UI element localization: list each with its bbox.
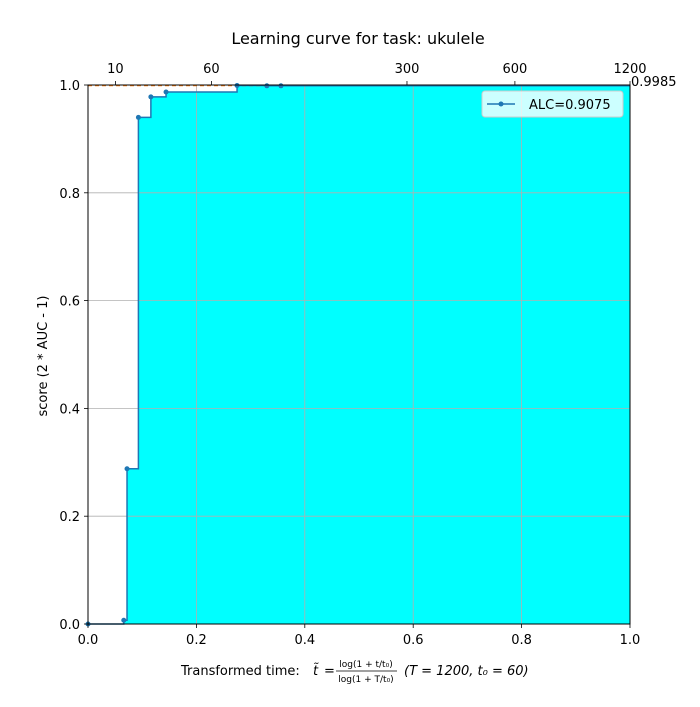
- data-point: [135, 114, 141, 120]
- y-axis: 0.0 0.2 0.4 0.6 0.8 1.0: [59, 79, 88, 633]
- data-point: [234, 83, 240, 89]
- y-tick-label: 0.4: [59, 402, 80, 417]
- legend-marker: [498, 101, 504, 107]
- data-point: [264, 83, 270, 89]
- data-point: [121, 617, 127, 623]
- y-tick-label: 1.0: [59, 79, 80, 94]
- legend-box: [481, 90, 624, 118]
- x-tick-label: 0.0: [78, 633, 99, 648]
- y-tick-label: 0.6: [59, 295, 80, 310]
- top-tick-label: 10: [107, 62, 124, 77]
- x-axis-label-params: (T = 1200, t₀ = 60): [404, 664, 529, 679]
- x-tick-label: 0.6: [403, 633, 424, 648]
- y-tick-label: 0.8: [59, 187, 80, 202]
- data-point: [278, 83, 284, 89]
- x-tick-label: 1.0: [620, 633, 641, 648]
- y-axis-label: score (2 * AUC - 1): [36, 296, 51, 417]
- x-tick-label: 0.2: [186, 633, 207, 648]
- x-axis-label: Transformed time: t̃ = log(1 + t/t₀) log…: [180, 660, 529, 685]
- x-axis-label-prefix: Transformed time:: [180, 664, 300, 679]
- plot-area: [88, 85, 630, 625]
- data-point: [163, 89, 169, 95]
- legend: ALC=0.9075: [481, 90, 624, 118]
- top-tick-label: 600: [502, 62, 527, 77]
- data-point: [148, 94, 154, 100]
- legend-label: ALC=0.9075: [529, 98, 611, 113]
- x-axis: 0.0 0.2 0.4 0.6 0.8 1.0: [78, 624, 641, 648]
- x-tick-label: 0.4: [294, 633, 315, 648]
- x-axis-label-equals: =: [324, 664, 335, 679]
- x-tick-label: 0.8: [511, 633, 532, 648]
- top-time-axis: 10 60 300 600 1200: [107, 62, 647, 85]
- x-axis-label-symbol: t̃: [313, 664, 319, 679]
- top-tick-label: 60: [203, 62, 220, 77]
- top-tick-label: 1200: [613, 62, 646, 77]
- plot-frame: [87, 84, 631, 625]
- top-tick-label: 300: [395, 62, 420, 77]
- series-layer: [85, 83, 630, 627]
- area-fill: [88, 85, 630, 625]
- y-tick-label: 0.2: [59, 510, 80, 525]
- x-axis-label-numerator: log(1 + t/t₀): [339, 660, 392, 670]
- x-axis-label-denominator: log(1 + T/t₀): [338, 675, 393, 685]
- chart-title: Learning curve for task: ukulele: [231, 29, 484, 48]
- final-value-label: 0.9985: [631, 75, 677, 90]
- data-point: [124, 466, 130, 472]
- y-tick-label: 0.0: [59, 618, 80, 633]
